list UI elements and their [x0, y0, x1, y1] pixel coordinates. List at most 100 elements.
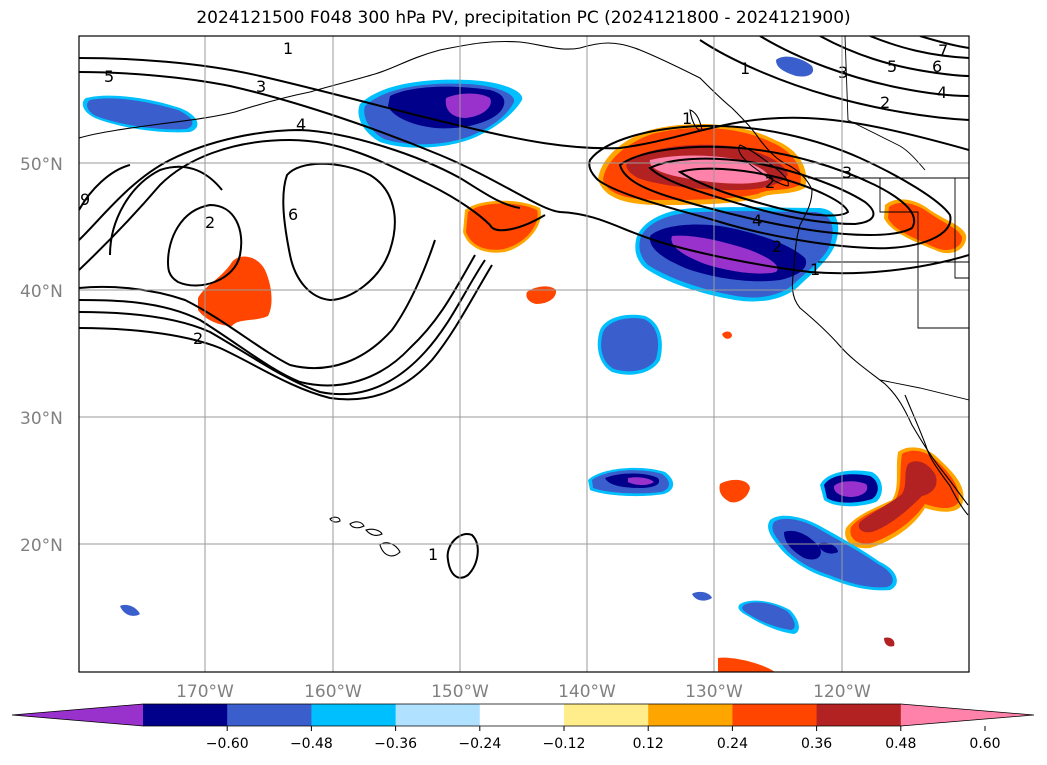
- colorbar-tick-label: −0.36: [374, 736, 417, 752]
- baja-coastline: [904, 394, 969, 516]
- pv-contour-line: [759, 36, 969, 97]
- contour-label: 6: [932, 57, 942, 76]
- precip-negative-area: [776, 56, 814, 77]
- us-mexico-border: [879, 379, 969, 401]
- contour-labels: 5 3 4 1 2 9 6 2 2 1 3 5 6 7 4 2 1 3 4 2 …: [80, 39, 948, 564]
- state-border-ca-nv: [879, 178, 919, 262]
- lon-label: 150°W: [431, 682, 489, 702]
- state-border-id: [954, 178, 969, 279]
- precip-positive-area: [858, 461, 937, 533]
- pv-contour-line: [588, 124, 952, 250]
- precip-negative-area: [628, 477, 654, 485]
- hawaii-islands: [329, 516, 401, 557]
- colorbar-tick-label: −0.48: [290, 736, 333, 752]
- colorbar-segment: [732, 704, 818, 726]
- contour-label: 2: [765, 173, 775, 192]
- precip-negative-area: [818, 542, 838, 554]
- pv-contour-line: [819, 36, 969, 77]
- lat-label: 40°N: [20, 282, 63, 302]
- pv-contour-line: [919, 36, 969, 49]
- gridlines: [79, 36, 969, 672]
- colorbar-segment: [816, 704, 902, 726]
- contour-label: 2: [772, 237, 782, 256]
- colorbar-segment: [479, 704, 565, 726]
- contour-label: 2: [205, 213, 215, 232]
- precip-negative-area: [671, 235, 778, 274]
- colorbar-extend-max: [900, 704, 1034, 726]
- hawaii-island: [329, 516, 341, 523]
- contour-label: 3: [838, 63, 848, 82]
- colorbar-tick-label: −0.24: [458, 736, 501, 752]
- pv-contour-line: [79, 254, 476, 387]
- colorbar-tick-label: −0.12: [543, 736, 586, 752]
- precip-positive-area: [722, 331, 732, 339]
- longitude-labels: 170°W 160°W 150°W 140°W 130°W 120°W: [176, 682, 871, 702]
- colorbar-segment: [395, 704, 481, 726]
- pv-contour-line: [677, 167, 850, 217]
- pv-contour-line: [109, 165, 223, 256]
- precip-positive-area: [526, 286, 557, 304]
- pv-contour-line: [869, 36, 969, 59]
- lat-label: 20°N: [20, 536, 63, 556]
- hawaii-island: [379, 542, 401, 557]
- pv-contour-line: [618, 145, 916, 236]
- precipitation-fills: [82, 56, 967, 672]
- colorbar-tick-label: 0.60: [969, 736, 1000, 752]
- colorbar-segments: [11, 703, 1035, 727]
- colorbar-segment: [143, 704, 228, 726]
- contour-label: 6: [288, 205, 298, 224]
- lon-label: 160°W: [304, 682, 362, 702]
- precip-positive-area: [718, 657, 775, 672]
- pv-contour-line: [648, 157, 875, 226]
- pv-contour-line: [79, 239, 436, 370]
- contour-label: 5: [887, 57, 897, 76]
- vancouver-island: [738, 144, 789, 187]
- precip-positive-area: [888, 202, 963, 251]
- precip-positive-area: [884, 637, 895, 647]
- contour-label: 4: [296, 115, 306, 134]
- colorbar-tick-label: 0.24: [717, 736, 748, 752]
- map-title: 2024121500 F048 300 hPa PV, precipitatio…: [196, 8, 851, 28]
- precip-negative-area: [601, 318, 659, 372]
- colorbar-segment: [311, 704, 397, 726]
- contour-label: 1: [810, 260, 820, 279]
- state-border-nv-az: [917, 262, 969, 329]
- contour-label: 4: [752, 211, 762, 230]
- contour-label: 1: [682, 109, 692, 128]
- bc-coastline: [731, 107, 969, 506]
- pv-contour-line: [79, 264, 493, 401]
- lat-label: 30°N: [20, 409, 63, 429]
- contour-label: 9: [80, 190, 90, 209]
- lon-label: 170°W: [176, 682, 234, 702]
- precip-positive-area: [466, 203, 538, 250]
- pv-contour-line: [699, 39, 969, 121]
- pv-contour-line: [79, 259, 486, 396]
- precip-positive-area: [198, 256, 272, 326]
- pv-contours: [79, 36, 969, 579]
- lat-label: 50°N: [20, 155, 63, 175]
- lon-label: 130°W: [685, 682, 743, 702]
- precip-negative-area: [87, 98, 193, 130]
- hawaii-island: [349, 521, 365, 529]
- pv-contour-line: [79, 128, 521, 241]
- precip-negative-area: [784, 530, 821, 560]
- colorbar-outline: [11, 703, 1035, 727]
- pv-contour-line: [79, 71, 969, 275]
- lon-label: 120°W: [813, 682, 871, 702]
- pv-contour-line: [79, 57, 969, 151]
- colorbar-tick-label: 0.12: [633, 736, 664, 752]
- precip-negative-area: [120, 604, 140, 616]
- contour-label: 4: [937, 83, 947, 102]
- colorbar-ticks: −0.60 −0.48 −0.36 −0.24 −0.12 0.12 0.24 0.36 0.4…: [206, 726, 1001, 752]
- contour-label: 3: [256, 77, 266, 96]
- lon-label: 140°W: [558, 682, 616, 702]
- colorbar-tick-label: 0.48: [885, 736, 916, 752]
- colorbar-tick-label: −0.60: [206, 736, 249, 752]
- contour-label: 1: [283, 39, 293, 58]
- colorbar-segment: [648, 704, 733, 726]
- colorbar-segment: [564, 704, 649, 726]
- pv-contour-line: [79, 164, 131, 211]
- precip-negative-area: [692, 591, 712, 601]
- latitude-labels: 50°N 40°N 30°N 20°N: [20, 155, 63, 556]
- colorbar: −0.60 −0.48 −0.36 −0.24 −0.12 0.12 0.24 0.36 0.4…: [11, 703, 1035, 752]
